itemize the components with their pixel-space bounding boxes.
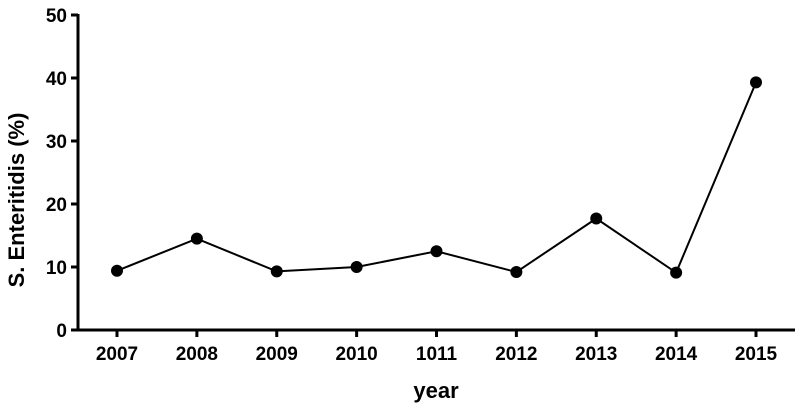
data-point [510,266,523,279]
x-tick-label: 2012 [495,344,537,365]
series-line [116,82,757,275]
data-point [190,232,203,245]
x-axis-title: year [413,378,459,403]
y-tick-label: 10 [46,258,67,279]
y-axis: 0 10 20 30 40 50 [46,6,80,342]
y-tick-label: 50 [46,6,67,27]
data-point [590,212,603,225]
data-point [750,76,762,89]
x-tick-label: 2015 [735,344,778,365]
data-point [430,245,443,258]
y-tick-label: 20 [46,195,67,216]
y-tick-label: 0 [56,321,67,342]
y-tick-label: 30 [46,132,67,153]
x-tick-label: 2008 [176,344,218,365]
x-tick-label: 1011 [416,344,458,365]
x-tick-label: 2010 [335,344,377,365]
x-axis: 2007 2008 2009 2010 1011 2012 2013 2014 2015 [77,328,795,365]
y-axis-title: S. Enteritidis (%) [4,113,29,288]
x-tick-label: 2014 [655,344,698,365]
x-tick-label: 2013 [575,344,617,365]
data-point [111,264,123,277]
series-plot [111,76,762,279]
data-point [670,266,683,279]
data-point [270,265,283,278]
data-point [350,261,363,273]
x-tick-label: 2007 [96,344,138,365]
x-tick-label: 2009 [256,344,298,365]
y-tick-label: 40 [46,69,67,90]
